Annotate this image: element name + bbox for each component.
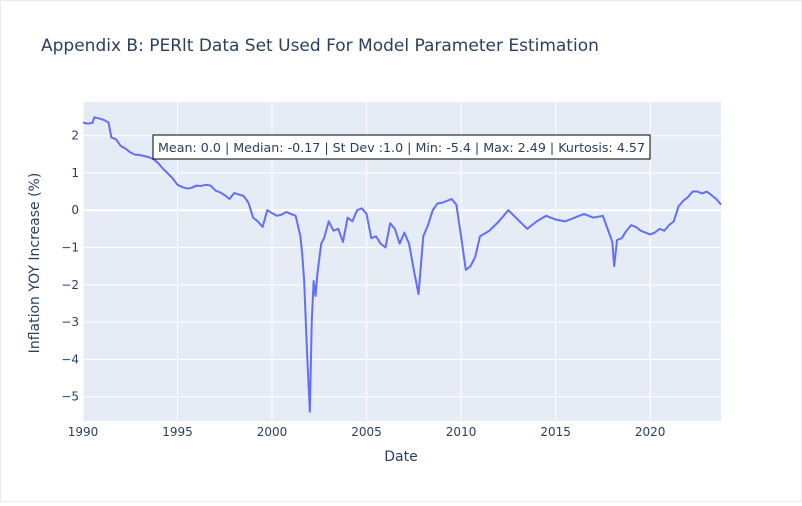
chart-title: Appendix B: PERlt Data Set Used For Mode… bbox=[41, 36, 599, 56]
y-tick-labels: 2 1 0 −1 −2 −3 −4 −5 bbox=[61, 129, 79, 404]
x-tick-labels: 1990 1995 2000 2005 2010 2015 2020 bbox=[68, 425, 666, 439]
x-tick-label: 2005 bbox=[351, 425, 382, 439]
x-axis-title: Date bbox=[384, 449, 417, 465]
y-tick-label: −2 bbox=[61, 278, 79, 292]
y-tick-label: −5 bbox=[61, 390, 79, 404]
stats-annotation-text: Mean: 0.0 | Median: -0.17 | St Dev :1.0 … bbox=[158, 141, 645, 155]
y-tick-label: 2 bbox=[71, 129, 79, 143]
x-tick-label: 2000 bbox=[257, 425, 288, 439]
stats-annotation-box bbox=[152, 134, 651, 160]
x-tick-label: 1990 bbox=[68, 425, 99, 439]
y-axis-title: Inflation YOY Increase (%) bbox=[27, 173, 43, 354]
x-tick-label: 2010 bbox=[446, 425, 477, 439]
x-tick-label: 2015 bbox=[540, 425, 571, 439]
x-tick-label: 1995 bbox=[162, 425, 193, 439]
y-tick-label: −3 bbox=[61, 315, 79, 329]
y-tick-label: −1 bbox=[61, 241, 79, 255]
y-tick-label: −4 bbox=[61, 352, 79, 366]
y-tick-label: 1 bbox=[71, 166, 79, 180]
series-line bbox=[82, 116, 722, 413]
x-tick-label: 2020 bbox=[635, 425, 666, 439]
y-tick-label: 0 bbox=[71, 203, 79, 217]
